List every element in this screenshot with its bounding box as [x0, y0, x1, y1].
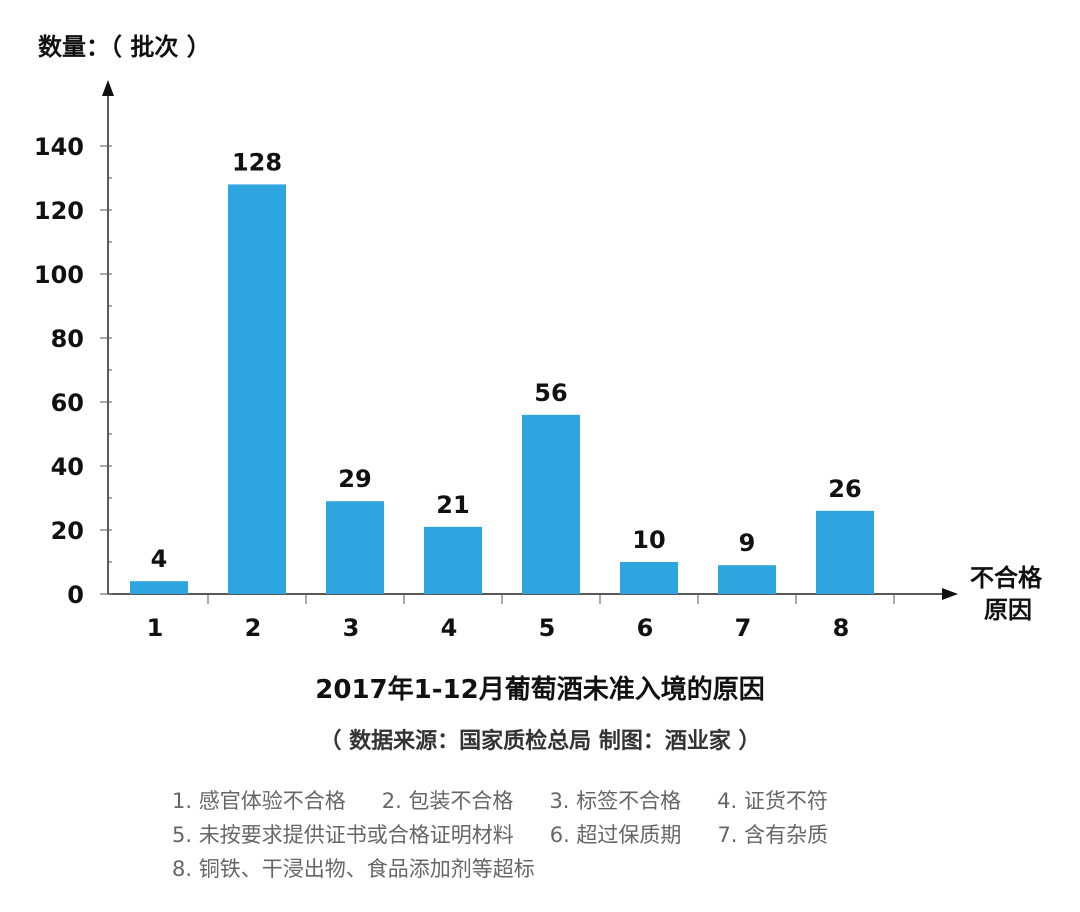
legend-item: 1. 感官体验不合格	[172, 789, 346, 813]
x-tick-label-8: 8	[833, 614, 850, 642]
data-label-4: 21	[436, 491, 469, 519]
y-tick-label: 60	[51, 389, 84, 417]
legend-item: 6. 超过保质期	[550, 823, 682, 847]
y-axis-arrow-icon	[102, 80, 114, 96]
bar-1	[130, 581, 188, 594]
y-tick-label: 80	[51, 325, 84, 353]
chart-subtitle: （ 数据来源：国家质检总局 制图：酒业家 ）	[320, 728, 761, 754]
legend-item: 7. 含有杂质	[717, 823, 828, 847]
legend-item: 8. 铜铁、干浸出物、食品添加剂等超标	[172, 857, 535, 881]
x-tick-label-1: 1	[147, 614, 164, 642]
data-label-5: 56	[534, 379, 567, 407]
y-tick-label: 140	[34, 133, 84, 161]
x-tick-label-3: 3	[343, 614, 360, 642]
legend-item: 2. 包装不合格	[382, 789, 514, 813]
data-label-8: 26	[828, 475, 861, 503]
bar-5	[522, 414, 580, 594]
bar-2	[228, 184, 286, 594]
bar-7	[718, 565, 776, 594]
x-tick-label-6: 6	[637, 614, 654, 642]
y-axis-title: 数量：（ 批次 ）	[38, 33, 211, 61]
bar-3	[326, 501, 384, 594]
bar-4	[424, 526, 482, 594]
x-axis-title-line2: 原因	[984, 596, 1032, 624]
y-tick-label: 0	[67, 581, 84, 609]
data-label-2: 128	[232, 148, 282, 176]
data-label-1: 4	[151, 545, 168, 573]
data-label-3: 29	[338, 465, 371, 493]
x-tick-label-2: 2	[245, 614, 262, 642]
legend-line-2: 5. 未按要求提供证书或合格证明材料 6. 超过保质期 7. 含有杂质	[172, 823, 828, 847]
x-tick-label-5: 5	[539, 614, 556, 642]
chart-title: 2017年1-12月葡萄酒未准入境的原因	[315, 674, 764, 705]
data-label-6: 10	[632, 526, 665, 554]
x-axis-arrow-icon	[942, 588, 958, 600]
y-tick-label: 40	[51, 453, 84, 481]
y-tick-label: 100	[34, 261, 84, 289]
x-axis-title-line1: 不合格	[970, 564, 1043, 592]
x-tick-label-4: 4	[441, 614, 458, 642]
data-label-7: 9	[739, 529, 756, 557]
legend-item: 3. 标签不合格	[549, 789, 681, 813]
legend-item: 4. 证货不符	[717, 789, 828, 813]
y-tick-label: 120	[34, 197, 84, 225]
legend-item: 5. 未按要求提供证书或合格证明材料	[172, 823, 514, 847]
x-tick-label-7: 7	[735, 614, 752, 642]
bar-6	[620, 562, 678, 594]
y-tick-label: 20	[51, 517, 84, 545]
bar-8	[816, 510, 874, 594]
legend-line-1: 1. 感官体验不合格 2. 包装不合格 3. 标签不合格 4. 证货不符	[172, 789, 828, 813]
legend-line-3: 8. 铜铁、干浸出物、食品添加剂等超标	[172, 857, 535, 881]
